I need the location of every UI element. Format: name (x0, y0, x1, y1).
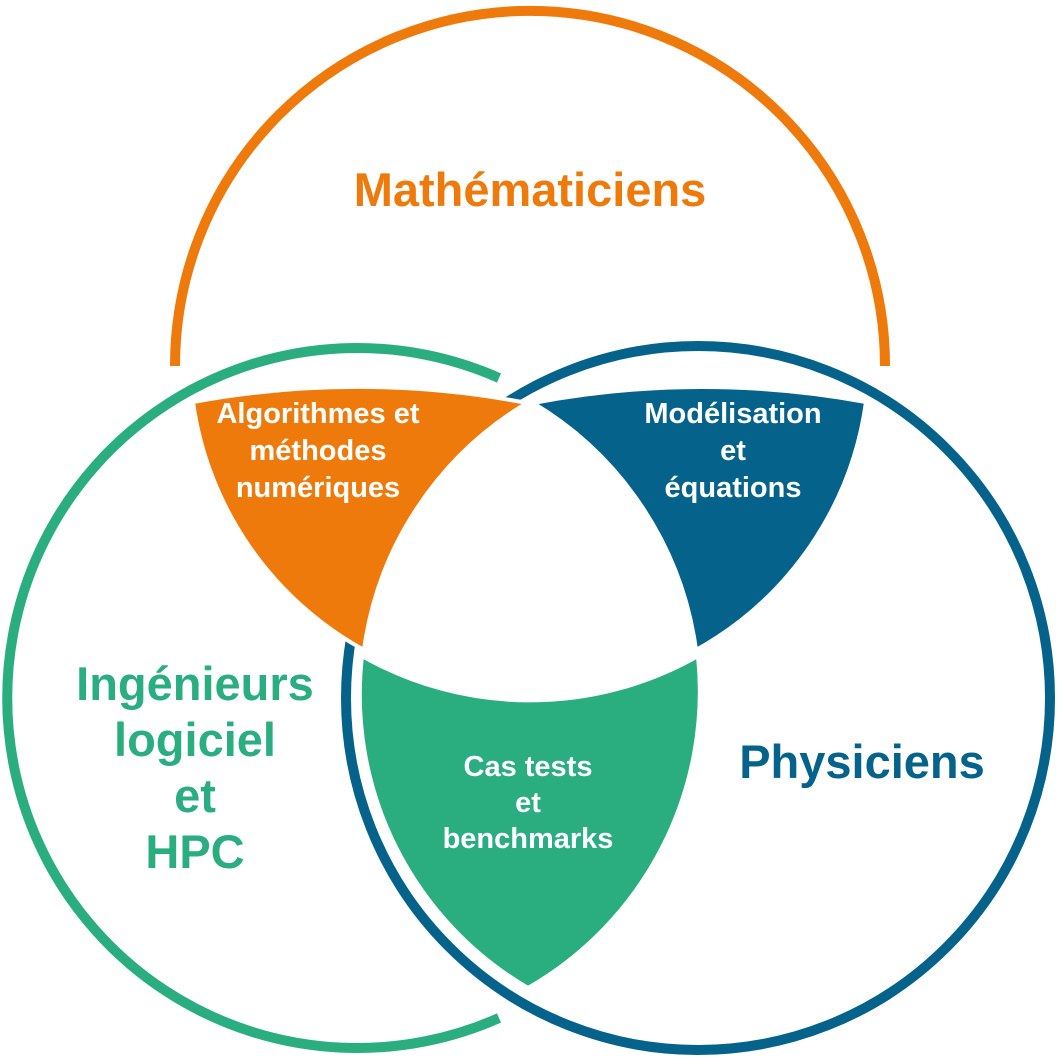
physicists-label: Physiciens (739, 735, 985, 788)
mathematicians-label: Mathématiciens (354, 163, 707, 216)
algorithms-label: Algorithmes et méthodes numériques (216, 398, 419, 504)
test-cases-label-line: Cas tests (464, 751, 593, 783)
test-cases-label: Cas tests et benchmarks (443, 751, 614, 855)
modeling-overlap (531, 384, 868, 652)
modeling-label-line: équations (665, 472, 802, 504)
engineers-label-line: Ingénieurs (76, 657, 314, 710)
mathematicians-circle (170, 6, 890, 367)
modeling-label-line: Modélisation (644, 398, 821, 430)
engineers-label-line: HPC (145, 825, 244, 878)
modeling-label-line: et (720, 435, 746, 467)
test-cases-label-line: et (515, 787, 541, 819)
test-cases-label-line: benchmarks (443, 823, 614, 855)
algorithms-label-line: méthodes (250, 435, 387, 467)
engineers-circle (2, 343, 502, 1053)
physicists-circle (341, 341, 1055, 1055)
algorithms-label-line: Algorithmes et (216, 398, 419, 430)
algorithms-overlap (191, 384, 529, 652)
modeling-label: Modélisation et équations (644, 398, 821, 504)
engineers-label-line: logiciel (114, 713, 276, 766)
algorithms-label-line: numériques (236, 472, 400, 504)
test-cases-overlap (357, 654, 702, 990)
engineers-label-line: et (174, 769, 216, 822)
engineers-label: Ingénieurs logiciel et HPC (76, 657, 314, 878)
